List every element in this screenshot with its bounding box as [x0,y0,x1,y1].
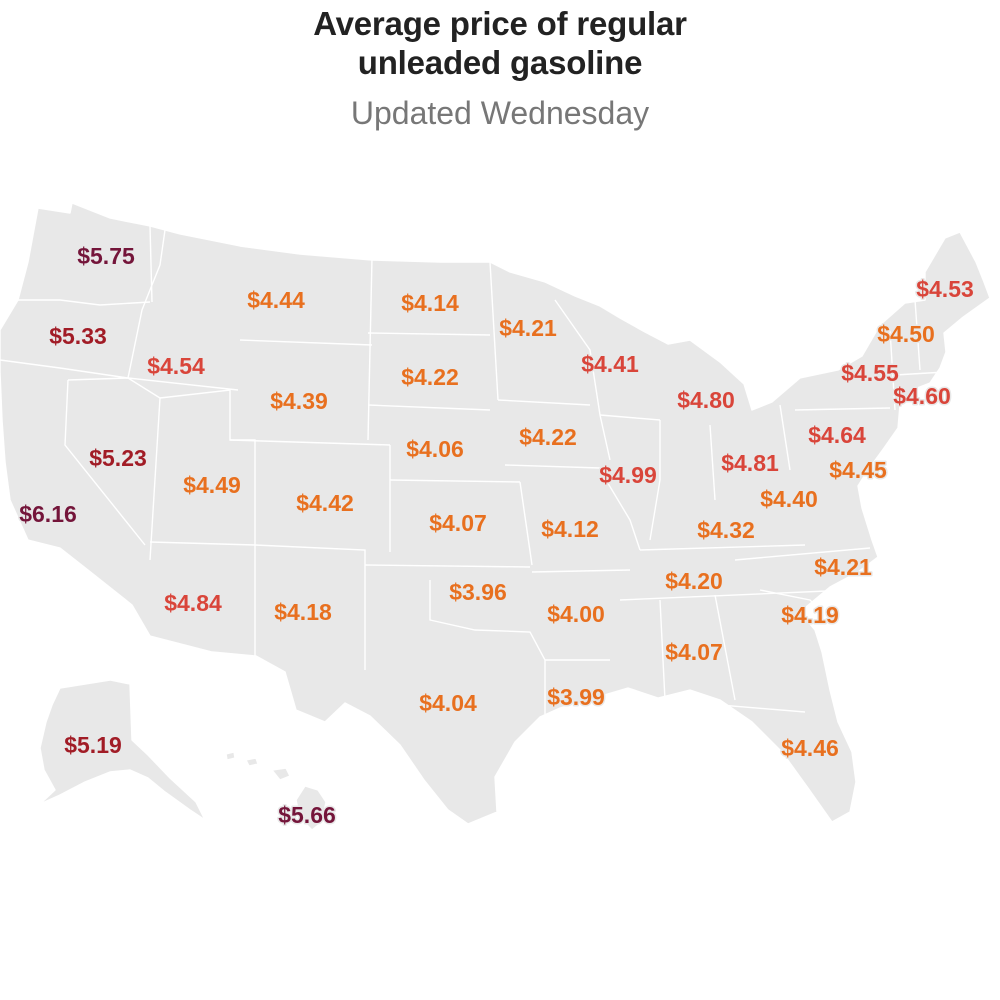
border-mn-ia [497,399,591,406]
price-label-wi: $4.41 [581,351,639,377]
border-sd-ne [367,404,491,411]
price-label-sc: $4.19 [781,602,839,628]
border-ms-al [659,599,666,701]
land-shapes [0,202,991,831]
border-new-england-south [894,371,946,376]
price-label-ny: $4.55 [841,360,899,386]
contiguous-us-shape [0,202,991,825]
price-label-mi: $4.80 [677,387,735,413]
title-line-2: unleaded gasoline [357,44,643,81]
border-wa-or [18,299,151,306]
price-label-ks: $4.07 [429,510,487,536]
alaska-shape [39,679,206,821]
border-ok-tx [429,580,546,717]
price-label-nv: $5.23 [89,445,147,471]
map-header: Average price of regular unleaded gasoli… [0,0,1000,132]
price-label-az: $4.84 [164,590,222,616]
border-va-nc [734,547,871,561]
price-label-wa: $5.75 [77,243,135,269]
price-label-pa: $4.45 [829,457,887,483]
border-nd-mn [489,261,499,401]
border-ks-mo [519,481,533,566]
border-ne-ks [389,479,521,483]
border-vt-nh [914,299,921,371]
price-label-ia: $4.22 [519,424,577,450]
border-or-ca [0,359,129,379]
border-ga-fl [659,699,806,713]
price-label-ky: $4.32 [697,517,755,543]
border-mo-il [599,469,641,551]
border-wi-il [599,414,661,421]
border-il-in [649,420,661,541]
price-labels: $5.75 $5.33 $6.16 $5.23 $4.54 $4.44 $4.39 $4.49… [18,242,976,830]
border-mt-wy [239,339,373,346]
border-oh-pa [779,404,791,471]
price-label-va: $4.40 [760,486,818,512]
border-in-oh [709,424,716,501]
price-label-ar: $4.00 [547,601,605,627]
price-label-mo: $4.12 [541,516,599,542]
border-id-east [127,229,239,391]
price-label-ut: $4.49 [183,472,241,498]
border-nd-sd [367,332,491,336]
border-nc-sc [759,589,831,621]
price-label-ne: $4.06 [406,436,464,462]
price-label-nd: $4.14 [401,290,459,316]
border-mn-wi [554,299,611,461]
map-title: Average price of regular unleaded gasoli… [0,0,1000,82]
border-wy-co [229,439,391,446]
price-label-sd: $4.22 [401,364,459,390]
border-ks-ok [364,564,531,568]
border-wa-id [149,225,153,303]
price-label-vt: $4.50 [877,321,935,347]
border-tn-south [619,589,851,601]
price-label-me: $4.53 [916,276,974,302]
hawaii-oahu-shape [245,757,259,767]
border-pa-ny [794,407,891,411]
hawaii-kauai-shape [225,751,236,761]
border-ky-tn [639,544,806,551]
hawaii-maui-shape [271,767,291,781]
price-label-co: $4.42 [296,490,354,516]
price-label-nc: $4.21 [814,554,872,580]
price-label-ak: $5.19 [64,732,122,758]
price-label-wy: $4.39 [270,388,328,414]
price-label-al: $4.07 [665,639,723,665]
border-nv-ut [67,377,161,561]
state-borders [0,225,946,717]
price-label-tn: $4.20 [665,568,723,594]
map-subtitle: Updated Wednesday [350,95,650,131]
price-label-il: $4.99 [599,462,657,488]
border-mt-nd [367,257,373,441]
border-nm-co [254,544,366,670]
border-al-ga [714,594,736,701]
title-line-1: Average price of regular [313,5,687,42]
price-label-in: $4.81 [721,450,779,476]
border-ca-nv [64,379,146,546]
hawaii-big-island-shape [295,785,327,831]
price-label-ca: $6.16 [19,501,77,527]
price-label-hi: $5.66 [278,802,336,828]
border-ia-mo [504,464,601,469]
price-label-mt: $4.44 [247,287,305,313]
price-label-oh: $4.64 [808,422,866,448]
price-label-nm: $4.18 [274,599,332,625]
border-ny-new-england [889,329,896,411]
price-label-tx: $4.04 [419,690,477,716]
price-label-mn: $4.21 [499,315,557,341]
price-label-ma: $4.60 [893,383,951,409]
price-label-ok: $3.96 [449,579,507,605]
price-label-or: $5.33 [49,323,107,349]
price-label-id: $4.54 [147,353,205,379]
price-label-fl: $4.46 [781,735,839,761]
border-mo-ar [531,569,631,573]
price-label-la: $3.99 [547,684,605,710]
